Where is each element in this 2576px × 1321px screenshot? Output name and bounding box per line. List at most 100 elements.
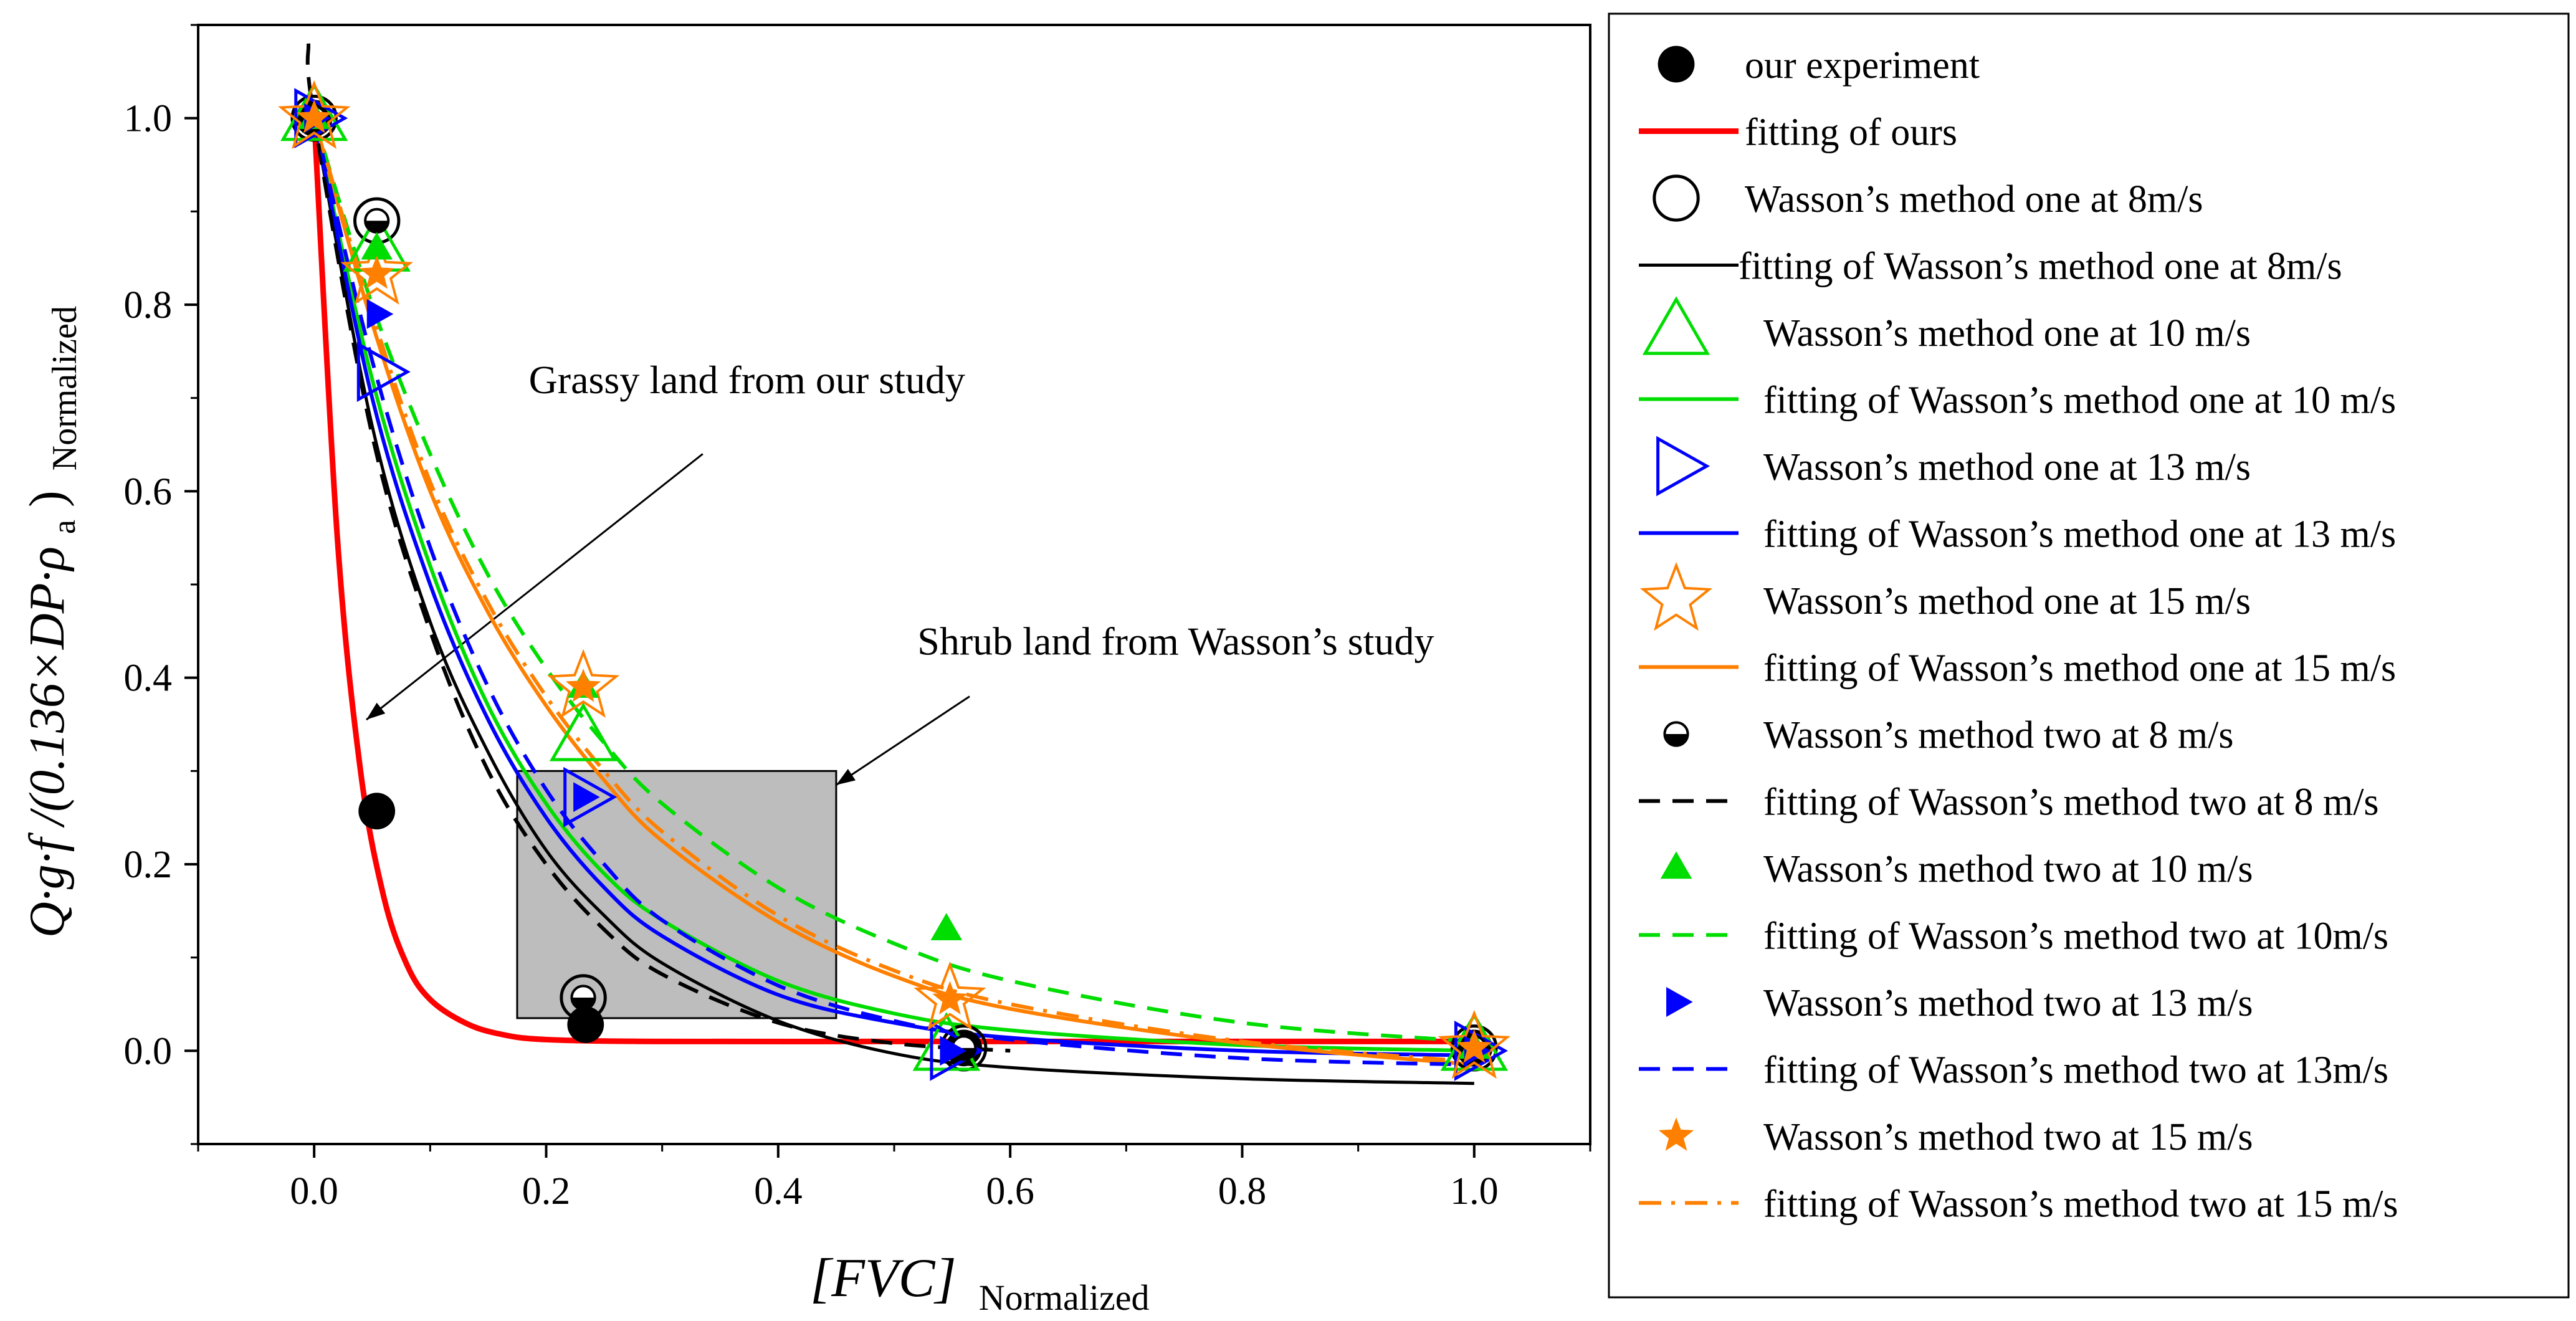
data-point-wassons-method-one-at-13-m-s-3-shape (563, 766, 618, 827)
legend-label-4: fitting of Wasson’s method one at 8m/s (1739, 246, 2342, 288)
data-point-wassons-method-two-at-15-m-s-4 (932, 981, 968, 1014)
series-line-fitting-of-wassons-method-one-at-10-m-s (312, 118, 1474, 1053)
data-point-wassons-method-two-at-13-m-s-4-shape (940, 1036, 966, 1066)
legend-swatch-11 (1663, 721, 1689, 747)
legend-label-6: fitting of Wasson’s method one at 10 m/s (1763, 379, 2396, 422)
x-axis-label-sub: Normalized (979, 1277, 1150, 1318)
legend-entry-4: fitting of Wasson’s method one at 8m/s (1639, 246, 2342, 288)
legend-swatch-17-shape (1658, 1117, 1694, 1151)
data-markers (278, 80, 1510, 1081)
data-point-wassons-method-one-at-15-m-s-2-shape (340, 236, 413, 305)
x-tick-label-3: 0.4 (754, 1170, 803, 1213)
data-point-wassons-method-one-at-8m-s-3 (560, 974, 607, 1021)
legend-label-8: fitting of Wasson’s method one at 13 m/s (1763, 513, 2396, 556)
legend-label-10: fitting of Wasson’s method one at 15 m/s (1763, 647, 2396, 690)
legend-entry-2: fitting of ours (1639, 112, 1957, 154)
data-point-wassons-method-two-at-10-m-s-4-shape (930, 913, 963, 941)
x-axis-label: [FVC] Normalized (810, 1248, 1149, 1318)
data-point-wassons-method-one-at-13-m-s-4-shape (930, 1020, 984, 1081)
legend-swatch-17 (1658, 1117, 1694, 1151)
data-point-our-experiment-2 (358, 793, 396, 830)
legend-swatch-7 (1656, 436, 1710, 497)
legend-entry-15: Wasson’s method two at 13 m/s (1666, 982, 2253, 1024)
data-point-wassons-method-two-at-13-m-s-3 (573, 782, 600, 813)
x-tick-label-1: 0.0 (290, 1170, 338, 1213)
legend-swatch-13 (1660, 851, 1692, 879)
legend-entry-5: Wasson’s method one at 10 m/s (1642, 296, 2251, 355)
legend-frame (1608, 12, 2570, 1299)
data-point-wassons-method-one-at-15-m-s-4 (914, 961, 986, 1031)
legend-entry-17: Wasson’s method two at 15 m/s (1658, 1116, 2253, 1158)
legend-label-7: Wasson’s method one at 13 m/s (1763, 446, 2251, 489)
y-axis-label-sub: Normalized (45, 306, 84, 470)
annotation-arrow-2 (836, 695, 970, 786)
legend-label-18: fitting of Wasson’s method two at 15 m/s (1763, 1183, 2398, 1226)
series-line-fitting-of-wassons-method-one-at-15-m-s (312, 117, 1475, 1067)
legend-label-17: Wasson’s method two at 15 m/s (1763, 1116, 2253, 1158)
data-point-wassons-method-one-at-13-m-s-2 (356, 341, 411, 403)
legend-swatch-3-shape (1653, 174, 1700, 222)
annotation-arrow-1 (366, 453, 704, 721)
data-point-wassons-method-two-at-15-m-s-2 (359, 255, 394, 289)
series-line-fitting-of-wassons-method-two-at-10m-s (312, 117, 1475, 1044)
legend-swatch-7-shape (1656, 436, 1710, 497)
legend-label-2: fitting of ours (1745, 112, 1957, 154)
data-point-wassons-method-two-at-15-m-s-5-shape (1456, 1029, 1492, 1063)
legend-entry-14: fitting of Wasson’s method two at 10m/s (1639, 915, 2388, 958)
series-line-fitting-of-wassons-method-one-at-8m-s (312, 118, 1474, 1085)
data-point-wassons-method-one-at-13-m-s-2-shape (356, 341, 411, 403)
x-tick-label-4: 0.6 (986, 1170, 1034, 1213)
annotation-arrow-2-line (836, 695, 970, 786)
legend-entry-18: fitting of Wasson’s method two at 15 m/s (1639, 1183, 2398, 1226)
x-tick-label-2: 0.2 (522, 1170, 571, 1213)
data-point-wassons-method-two-at-13-m-s-4 (940, 1036, 966, 1066)
data-point-wassons-method-two-at-10-m-s-2 (361, 232, 393, 260)
legend-entry-3: Wasson’s method one at 8m/s (1653, 174, 2203, 222)
legend-swatch-15 (1666, 987, 1693, 1017)
data-point-wassons-method-one-at-13-m-s-3 (563, 766, 618, 827)
series-line-fitting-of-wassons-method-one-at-13-m-s (312, 118, 1474, 1057)
data-point-wassons-method-two-at-8-m-s-2-fill (365, 221, 389, 232)
annotation-arrow-2-head (836, 769, 856, 785)
data-point-wassons-method-two-at-15-m-s-2-shape (359, 255, 394, 289)
x-tick-label-5: 0.8 (1218, 1170, 1267, 1213)
data-point-wassons-method-two-at-15-m-s-3 (565, 669, 601, 702)
legend-swatch-11-fill (1664, 734, 1688, 746)
data-point-wassons-method-two-at-10-m-s-2-shape (361, 232, 393, 260)
legend-label-11: Wasson’s method two at 8 m/s (1763, 714, 2233, 756)
data-point-wassons-method-one-at-15-m-s-4-shape (914, 961, 986, 1031)
x-tick-label-6: 1.0 (1450, 1170, 1499, 1213)
data-point-wassons-method-one-at-13-m-s-4 (930, 1020, 984, 1081)
shrub-land-region (516, 770, 837, 1019)
data-point-wassons-method-two-at-15-m-s-4-shape (932, 981, 968, 1014)
legend-swatch-5 (1642, 296, 1710, 355)
legend-swatch-5-shape (1642, 296, 1710, 355)
data-point-wassons-method-two-at-13-m-s-2 (366, 299, 394, 329)
annotation-labels: Grassy land from our study Shrub land fro… (529, 358, 1434, 663)
data-point-wassons-method-one-at-10-m-s-3 (549, 702, 618, 761)
data-point-wassons-method-one-at-15-m-s-5-shape (1438, 1009, 1510, 1079)
y-tick-label-4: 0.6 (124, 470, 173, 513)
data-point-wassons-method-one-at-10-m-s-3-shape (549, 702, 618, 761)
legend-swatch-9 (1639, 561, 1713, 631)
legend-label-1: our experiment (1745, 44, 1980, 87)
legend-entry-11: Wasson’s method two at 8 m/s (1663, 714, 2233, 756)
shaded-region-layer (516, 770, 837, 1019)
data-point-wassons-method-two-at-8-m-s-3 (570, 985, 596, 1011)
legend-label-13: Wasson’s method two at 10 m/s (1763, 848, 2253, 890)
legend-label-9: Wasson’s method one at 15 m/s (1763, 580, 2251, 622)
y-axis-label-main: Q·g·f /(0.136×DP·ρ (20, 546, 75, 938)
series-line-fitting-of-wassons-method-two-at-13m-s (312, 118, 1474, 1067)
data-point-wassons-method-one-at-15-m-s-1-shape (278, 80, 351, 150)
series-line-fitting-of-wassons-method-two-at-15-m-s (312, 117, 1475, 1064)
data-point-wassons-method-two-at-8-m-s-2 (364, 207, 390, 234)
annotation-arrow-1-line (366, 453, 704, 721)
annotation-label-2: Shrub land from Wasson’s study (917, 619, 1434, 663)
x-axis-ticks: 0.0 0.2 0.4 0.6 0.8 1.0 (197, 1144, 1591, 1213)
y-tick-label-1: 0.0 (124, 1030, 173, 1072)
legend-label-16: fitting of Wasson’s method two at 13m/s (1763, 1049, 2388, 1092)
y-axis-ticks: 0.0 0.2 0.4 0.6 0.8 1.0 (124, 24, 198, 1145)
legend-entry-10: fitting of Wasson’s method one at 15 m/s (1639, 647, 2396, 690)
annotation-arrows (366, 453, 970, 786)
data-point-wassons-method-one-at-15-m-s-5 (1438, 1009, 1510, 1079)
